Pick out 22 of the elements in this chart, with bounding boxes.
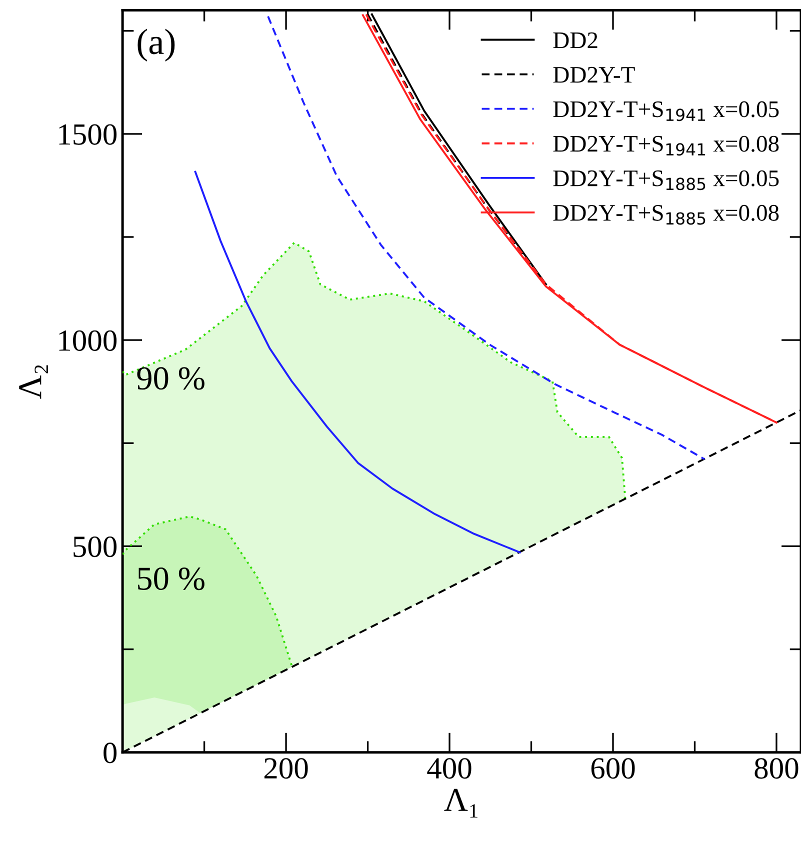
annotation: 90 % <box>137 367 204 390</box>
line-series <box>122 242 626 500</box>
annotation: 50 % <box>138 568 204 590</box>
legend-label: DD2 <box>553 32 598 48</box>
x-tick-label: 200 <box>264 758 308 779</box>
y-tick-label: 1000 <box>59 330 117 351</box>
annotation: (a) <box>138 28 175 62</box>
line-series <box>267 15 706 460</box>
legend-label: DD2Y-T+S$_{1941}$ x=0.05 <box>553 101 779 122</box>
legend-label: DD2Y-T+S$_{1885}$ x=0.05 <box>553 170 779 190</box>
y-tick-label: 0 <box>104 742 117 764</box>
y-axis-title: Λ₂ <box>19 365 48 399</box>
legend-label: DD2Y-T+S$_{1941}$ x=0.08 <box>553 136 779 156</box>
x-tick-label: 800 <box>754 758 798 779</box>
legend-label: DD2Y-T+S$_{1885}$ x=0.08 <box>553 204 779 225</box>
line-series <box>122 516 293 667</box>
x-axis-title: Λ₁ <box>444 788 478 818</box>
y-tick-label: 1500 <box>59 124 117 145</box>
x-tick-label: 400 <box>427 758 472 779</box>
x-tick-label: 600 <box>591 758 635 779</box>
y-tick-label: 500 <box>74 536 117 558</box>
legend-label: DD2Y-T <box>553 66 635 83</box>
